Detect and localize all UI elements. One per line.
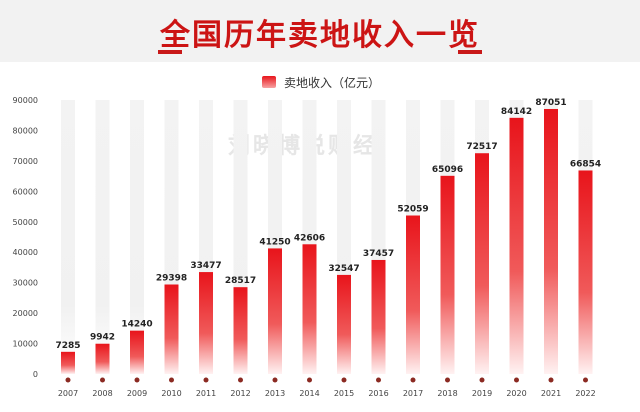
bar-background bbox=[61, 100, 75, 374]
bar-2015 bbox=[337, 274, 351, 374]
x-tick-label-2018: 2018 bbox=[437, 389, 457, 398]
bar-2022 bbox=[578, 170, 593, 374]
bar-2014 bbox=[302, 244, 317, 374]
data-label-2014: 42606 bbox=[294, 233, 325, 243]
data-label-2022: 66854 bbox=[570, 159, 601, 169]
x-axis-dot bbox=[410, 377, 416, 383]
data-label-2020: 84142 bbox=[501, 107, 532, 117]
x-axis-dot bbox=[376, 377, 381, 383]
x-axis-dot bbox=[307, 377, 312, 383]
bar-2007 bbox=[61, 351, 75, 374]
legend-label: 卖地收入（亿元） bbox=[284, 75, 380, 90]
x-tick-label-2020: 2020 bbox=[506, 389, 526, 398]
x-tick-label-2007: 2007 bbox=[58, 389, 78, 398]
x-tick-label-2022: 2022 bbox=[575, 389, 595, 398]
bar-2018 bbox=[440, 175, 455, 374]
bar-2019 bbox=[475, 153, 489, 374]
data-label-2016: 37457 bbox=[363, 249, 394, 259]
data-label-2015: 32547 bbox=[328, 264, 359, 274]
legend-swatch bbox=[262, 76, 276, 88]
x-tick-label-2008: 2008 bbox=[92, 389, 112, 398]
data-label-2018: 65096 bbox=[432, 165, 463, 175]
bar-background bbox=[130, 100, 144, 374]
bar-background bbox=[95, 100, 110, 374]
bar-2008 bbox=[95, 343, 110, 374]
data-label-2019: 72517 bbox=[466, 142, 497, 152]
x-axis-dot bbox=[134, 377, 140, 383]
y-tick-label: 20000 bbox=[13, 309, 38, 318]
x-tick-label-2009: 2009 bbox=[127, 389, 147, 398]
x-axis-dot bbox=[479, 377, 485, 383]
x-tick-label-2021: 2021 bbox=[541, 389, 561, 398]
x-axis-dot bbox=[238, 377, 243, 383]
x-axis-dot bbox=[514, 377, 519, 383]
data-label-2017: 52059 bbox=[397, 205, 428, 215]
x-axis-dot bbox=[583, 377, 588, 383]
y-tick-label: 70000 bbox=[13, 157, 38, 166]
x-axis-dot bbox=[203, 377, 209, 383]
bar-2013 bbox=[268, 248, 282, 374]
page-title: 全国历年卖地收入一览 bbox=[160, 18, 480, 53]
y-tick-label: 60000 bbox=[13, 187, 38, 196]
y-tick-label: 90000 bbox=[13, 96, 38, 105]
data-label-2007: 7285 bbox=[55, 341, 80, 351]
data-label-2012: 28517 bbox=[225, 276, 256, 286]
x-tick-label-2016: 2016 bbox=[368, 389, 388, 398]
data-label-2010: 29398 bbox=[156, 273, 187, 283]
data-label-2021: 87051 bbox=[535, 98, 566, 108]
header-band bbox=[0, 0, 640, 62]
x-tick-label-2015: 2015 bbox=[334, 389, 354, 398]
y-tick-label: 80000 bbox=[13, 126, 38, 135]
x-axis-dot bbox=[169, 377, 174, 383]
bar-2021 bbox=[544, 108, 558, 375]
bar-2009 bbox=[130, 330, 144, 374]
x-tick-label-2010: 2010 bbox=[161, 389, 181, 398]
y-tick-label: 40000 bbox=[13, 248, 38, 257]
y-tick-label: 10000 bbox=[13, 340, 38, 349]
x-tick-label-2011: 2011 bbox=[196, 389, 216, 398]
x-axis-dot bbox=[100, 377, 105, 383]
x-axis-dot bbox=[65, 377, 71, 383]
bar-2010 bbox=[164, 284, 179, 374]
y-tick-label: 0 bbox=[33, 370, 38, 379]
x-axis-dot bbox=[341, 377, 347, 383]
x-tick-label-2012: 2012 bbox=[230, 389, 250, 398]
x-axis-dot bbox=[548, 377, 554, 383]
x-tick-label-2017: 2017 bbox=[403, 389, 423, 398]
x-tick-label-2013: 2013 bbox=[265, 389, 285, 398]
x-axis-dot bbox=[445, 377, 450, 383]
bar-2012 bbox=[233, 287, 248, 374]
bar-2016 bbox=[371, 259, 386, 374]
x-axis-dot bbox=[272, 377, 278, 383]
bar-2017 bbox=[406, 215, 420, 374]
y-tick-label: 30000 bbox=[13, 279, 38, 288]
y-tick-label: 50000 bbox=[13, 218, 38, 227]
data-label-2008: 9942 bbox=[90, 333, 115, 343]
data-label-2009: 14240 bbox=[121, 320, 152, 330]
x-tick-label-2019: 2019 bbox=[472, 389, 492, 398]
data-label-2011: 33477 bbox=[190, 261, 221, 271]
bar-2011 bbox=[199, 272, 213, 374]
bar-2020 bbox=[509, 117, 524, 375]
x-tick-label-2014: 2014 bbox=[299, 389, 319, 398]
data-label-2013: 41250 bbox=[259, 237, 290, 247]
